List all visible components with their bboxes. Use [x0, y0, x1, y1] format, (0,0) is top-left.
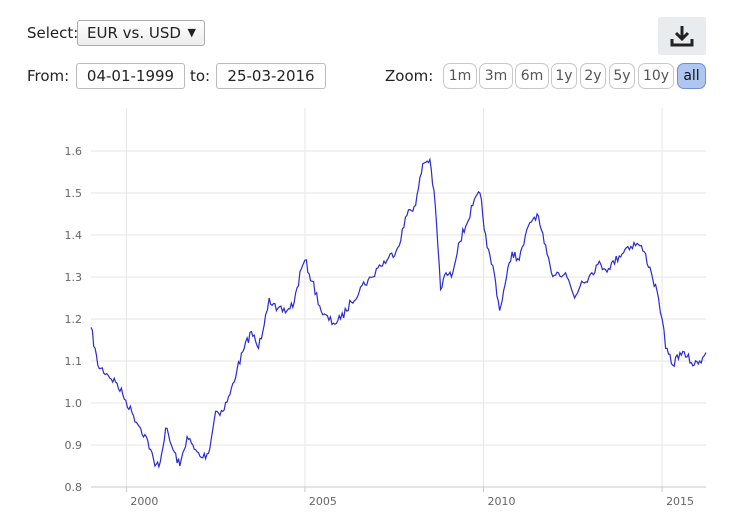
- grid: [91, 108, 706, 487]
- to-label: to:: [190, 67, 211, 85]
- zoom-10y-button[interactable]: 10y: [638, 63, 674, 89]
- series-line: [90, 157, 707, 470]
- zoom-2y-button[interactable]: 2y: [580, 63, 606, 89]
- x-tick-label: 2010: [488, 495, 516, 508]
- y-axis-ticks: 0.8 0.9 1.0 1.1 1.2 1.3 1.4 1.5 1.6: [65, 145, 83, 494]
- zoom-6m-button[interactable]: 6m: [515, 63, 549, 89]
- y-tick-label: 1.1: [65, 355, 83, 368]
- zoom-5y-button[interactable]: 5y: [609, 63, 635, 89]
- x-tick-label: 2005: [309, 495, 337, 508]
- y-tick-label: 1.2: [65, 313, 83, 326]
- zoom-1m-button[interactable]: 1m: [443, 63, 477, 89]
- from-date-input[interactable]: 04-01-1999: [76, 63, 185, 89]
- download-button[interactable]: [658, 17, 706, 55]
- y-tick-label: 0.8: [65, 481, 83, 494]
- y-tick-label: 0.9: [65, 439, 83, 452]
- x-axis-ticks: 2000 2005 2010 2015: [125, 487, 694, 508]
- to-date-input[interactable]: 25-03-2016: [216, 63, 326, 89]
- y-tick-label: 1.4: [65, 229, 83, 242]
- x-tick-label: 2000: [130, 495, 158, 508]
- zoom-3m-button[interactable]: 3m: [479, 63, 513, 89]
- zoom-label: Zoom:: [385, 67, 434, 85]
- y-tick-label: 1.6: [65, 145, 83, 158]
- download-icon: [670, 26, 694, 47]
- from-label: From:: [27, 67, 70, 85]
- currency-pair-select[interactable]: EUR vs. USD ▼: [77, 20, 205, 46]
- x-tick-label: 2015: [666, 495, 694, 508]
- caret-down-icon: ▼: [187, 26, 196, 39]
- select-value: EUR vs. USD: [87, 24, 181, 42]
- zoom-all-button[interactable]: all: [677, 63, 706, 89]
- select-label: Select:: [27, 24, 79, 42]
- y-tick-label: 1.0: [65, 397, 83, 410]
- zoom-1y-button[interactable]: 1y: [551, 63, 577, 89]
- y-tick-label: 1.5: [65, 187, 83, 200]
- y-tick-label: 1.3: [65, 271, 83, 284]
